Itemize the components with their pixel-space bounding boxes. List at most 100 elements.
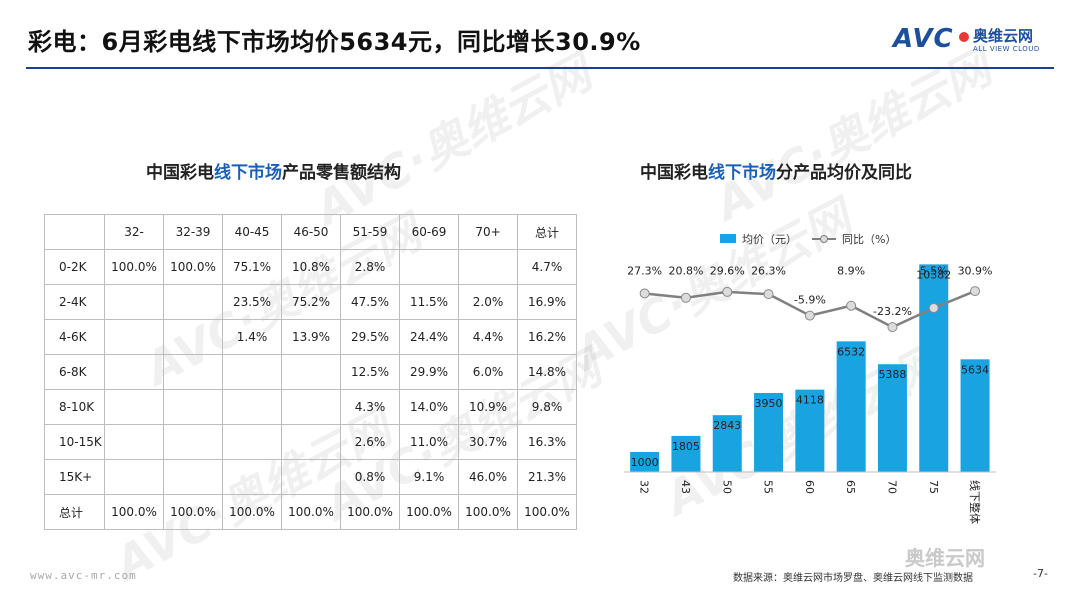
table-cell: 16.9% bbox=[517, 284, 577, 320]
data-source-note: 数据来源：奥维云网市场罗盘、奥维云网线下监测数据 bbox=[733, 573, 973, 584]
x-tick-label: 60 bbox=[803, 480, 816, 494]
table-cell bbox=[281, 354, 341, 390]
table-cell: 2.8% bbox=[340, 249, 400, 285]
header-divider bbox=[26, 67, 1054, 69]
table-cell: 100.0% bbox=[340, 494, 400, 530]
table-row: 2-4K 23.5% 75.2% 47.5% 11.5% 2.0% 16.9% bbox=[44, 284, 577, 320]
table-row: 15K+ 0.8% 9.1% 46.0% 21.3% bbox=[44, 459, 577, 495]
table-column-header: 51-59 bbox=[340, 214, 400, 250]
yoy-line: 27.3% 20.8% 29.6% 26.3% -5.9% 8.9% -23.2% 5.5% 3… bbox=[627, 264, 993, 333]
yoy-data-label: -5.9% bbox=[794, 294, 826, 307]
table-cell bbox=[399, 249, 459, 285]
table-cell bbox=[458, 249, 518, 285]
x-tick-label: 50 bbox=[720, 480, 733, 494]
x-tick-label: 线下整体 bbox=[968, 480, 982, 524]
table-row-header: 8-10K bbox=[44, 389, 105, 425]
table-cell bbox=[222, 389, 282, 425]
bar-value-label: 6532 bbox=[837, 345, 865, 358]
yoy-point bbox=[722, 286, 733, 297]
table-cell: 13.9% bbox=[281, 319, 341, 355]
table-cell: 100.0% bbox=[281, 494, 341, 530]
bar-value-label: 1805 bbox=[672, 440, 700, 453]
table-row-header: 4-6K bbox=[44, 319, 105, 355]
table-cell: 2.6% bbox=[340, 424, 400, 460]
table-cell: 100.0% bbox=[517, 494, 577, 530]
yoy-point bbox=[639, 288, 650, 299]
bar bbox=[919, 264, 949, 472]
table-cell: 11.0% bbox=[399, 424, 459, 460]
x-tick-label: 32 bbox=[638, 480, 651, 494]
table-cell: 46.0% bbox=[458, 459, 518, 495]
bar-value-label: 1000 bbox=[631, 456, 659, 469]
table-cell: 10.8% bbox=[281, 249, 341, 285]
table-cell bbox=[163, 424, 223, 460]
table-cell bbox=[104, 389, 164, 425]
table-cell: 47.5% bbox=[340, 284, 400, 320]
table-column-header: 32- bbox=[104, 214, 164, 250]
legend-bar-swatch bbox=[720, 234, 736, 243]
table-cell bbox=[104, 424, 164, 460]
x-tick-label: 70 bbox=[885, 480, 898, 494]
table-cell: 6.0% bbox=[458, 354, 518, 390]
avc-logo: AVC 奥维云网 ALL VIEW CLOUD bbox=[893, 24, 1063, 58]
table-cell bbox=[222, 459, 282, 495]
legend-bar-label: 均价（元） bbox=[742, 233, 797, 246]
chart-title: 中国彩电线下市场分产品均价及同比 bbox=[640, 163, 912, 183]
table-title: 中国彩电线下市场产品零售额结构 bbox=[146, 163, 401, 183]
x-tick-label: 75 bbox=[927, 480, 940, 494]
table-column-header: 70+ bbox=[458, 214, 518, 250]
table-cell bbox=[163, 284, 223, 320]
yoy-point bbox=[846, 300, 857, 311]
yoy-point bbox=[928, 303, 939, 313]
x-tick-label: 43 bbox=[679, 480, 692, 494]
table-cell: 14.0% bbox=[399, 389, 459, 425]
table-cell bbox=[163, 389, 223, 425]
page-title: 彩电：6月彩电线下市场均价5634元，同比增长30.9% bbox=[28, 28, 641, 56]
table-row: 0-2K 100.0% 100.0% 75.1% 10.8% 2.8% 4.7% bbox=[44, 249, 577, 285]
table-corner-cell bbox=[44, 214, 105, 250]
table-cell: 100.0% bbox=[222, 494, 282, 530]
table-cell: 21.3% bbox=[517, 459, 577, 495]
table-row: 8-10K 4.3% 14.0% 10.9% 9.8% bbox=[44, 389, 577, 425]
yoy-data-label: 27.3% bbox=[627, 264, 662, 277]
chart-legend: 均价（元） 同比（%） bbox=[720, 233, 896, 246]
footer-url[interactable]: www.avc-mr.com bbox=[30, 569, 137, 582]
legend-line-marker bbox=[820, 235, 828, 243]
table-cell: 100.0% bbox=[104, 494, 164, 530]
table-cell: 4.7% bbox=[517, 249, 577, 285]
table-cell: 100.0% bbox=[458, 494, 518, 530]
bars: 1000 1805 2843 3950 4118 6532 5388 10382 5634 bbox=[630, 264, 990, 472]
table-column-header: 60-69 bbox=[399, 214, 459, 250]
yoy-point bbox=[804, 310, 815, 321]
bar-value-label: 2843 bbox=[713, 419, 741, 432]
table-cell: 10.9% bbox=[458, 389, 518, 425]
bar bbox=[712, 415, 742, 472]
table-row-header: 2-4K bbox=[44, 284, 105, 320]
table-cell: 100.0% bbox=[399, 494, 459, 530]
table-column-header: 32-39 bbox=[163, 214, 223, 250]
table-cell: 100.0% bbox=[163, 249, 223, 285]
table-cell: 75.1% bbox=[222, 249, 282, 285]
yoy-data-label: -23.2% bbox=[873, 305, 912, 318]
bar bbox=[960, 359, 990, 472]
table-cell: 23.5% bbox=[222, 284, 282, 320]
table-cell bbox=[163, 459, 223, 495]
table-cell: 1.4% bbox=[222, 319, 282, 355]
table-cell bbox=[104, 319, 164, 355]
table-cell bbox=[281, 424, 341, 460]
yoy-data-label: 20.8% bbox=[668, 264, 703, 277]
table-cell: 16.3% bbox=[517, 424, 577, 460]
table-cell bbox=[104, 459, 164, 495]
table-cell bbox=[163, 354, 223, 390]
table-cell: 24.4% bbox=[399, 319, 459, 355]
table-cell: 12.5% bbox=[340, 354, 400, 390]
yoy-data-label: 26.3% bbox=[751, 264, 786, 277]
table-cell: 75.2% bbox=[281, 284, 341, 320]
table-row: 4-6K 1.4% 13.9% 29.5% 24.4% 4.4% 16.2% bbox=[44, 319, 577, 355]
wechat-watermark: 奥维云网 bbox=[905, 546, 985, 570]
bar bbox=[754, 393, 784, 472]
table-cell bbox=[281, 459, 341, 495]
table-cell: 9.8% bbox=[517, 389, 577, 425]
table-cell bbox=[281, 389, 341, 425]
